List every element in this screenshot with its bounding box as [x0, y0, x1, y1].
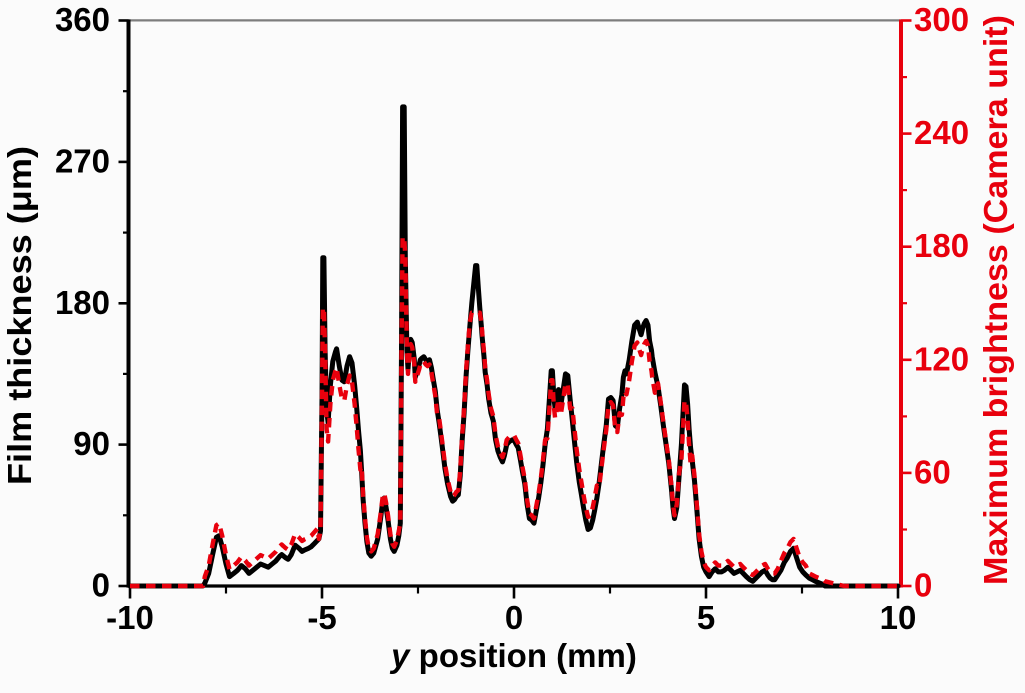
svg-text:240: 240	[914, 114, 969, 151]
svg-text:-10: -10	[106, 599, 154, 636]
svg-text:0: 0	[914, 567, 932, 604]
svg-text:300: 300	[914, 1, 969, 38]
svg-text:-5: -5	[307, 599, 336, 636]
svg-text:180: 180	[55, 284, 110, 321]
svg-text:y position (mm): y position (mm)	[389, 637, 637, 674]
svg-text:60: 60	[914, 453, 951, 490]
svg-text:0: 0	[505, 599, 523, 636]
svg-text:Maximum brightness (Camera uni: Maximum brightness (Camera unit)	[977, 15, 1014, 585]
svg-text:120: 120	[914, 340, 969, 377]
svg-text:180: 180	[914, 227, 969, 264]
svg-text:5: 5	[697, 599, 715, 636]
svg-text:10: 10	[880, 599, 917, 636]
svg-text:90: 90	[73, 425, 110, 462]
svg-text:Film thickness (μm): Film thickness (μm)	[1, 146, 38, 485]
svg-text:0: 0	[92, 567, 110, 604]
svg-text:270: 270	[55, 142, 110, 179]
svg-text:360: 360	[55, 1, 110, 38]
